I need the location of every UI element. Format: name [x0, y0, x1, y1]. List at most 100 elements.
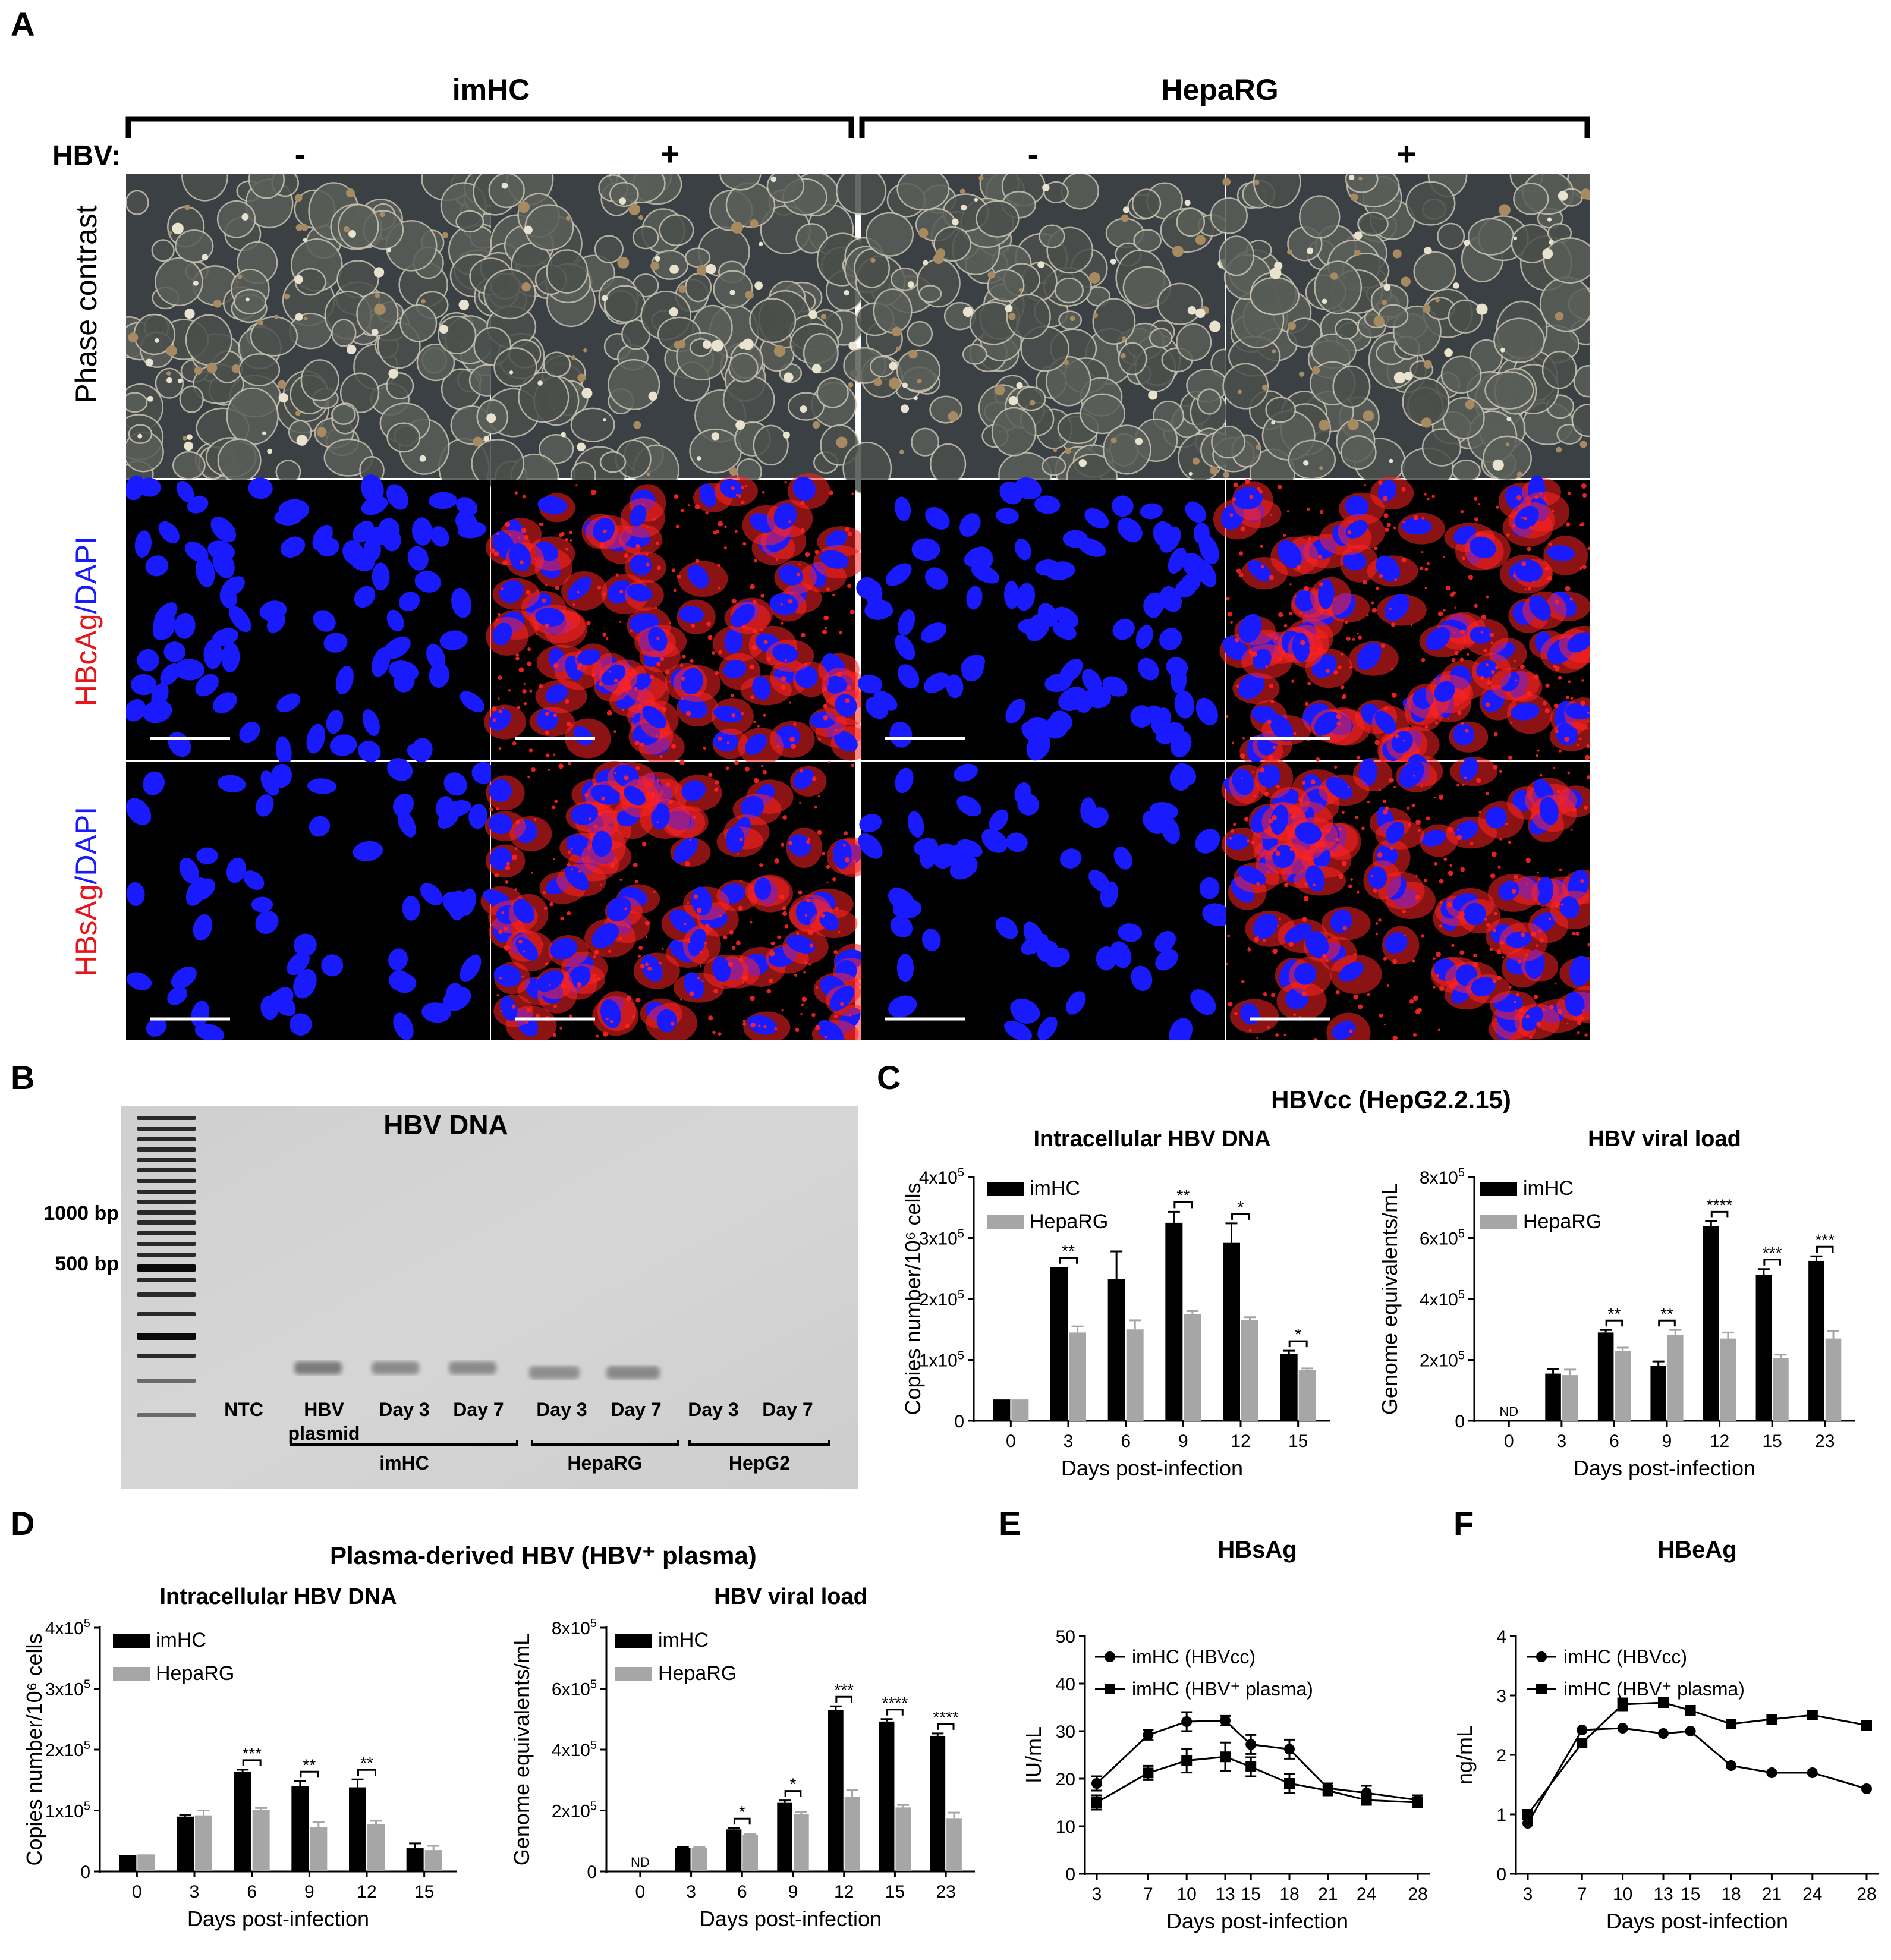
y-axis-label: Genome equivalents/mL	[509, 1634, 534, 1865]
bar-heparg-15	[424, 1850, 442, 1871]
x-tick-label: 15	[1681, 1885, 1700, 1904]
bar-imhc-12	[1223, 1242, 1240, 1421]
lane-label-1: NTC	[224, 1399, 263, 1420]
bar-heparg-6	[252, 1810, 270, 1871]
dna-band-lane-4	[449, 1361, 496, 1374]
micrograph-tile-r2-c3	[856, 477, 1225, 761]
legend-swatch-heparg	[987, 1215, 1024, 1229]
micrograph-tile-r2-c2	[483, 473, 877, 766]
legend-label: imHC	[1523, 1177, 1574, 1200]
bracket-imhc	[125, 116, 854, 138]
bar-imhc-9	[1650, 1366, 1666, 1421]
condition-2: +	[660, 135, 680, 172]
condition-3: -	[1028, 135, 1039, 172]
significance-bracket	[1059, 1257, 1078, 1264]
ladder-band	[137, 1179, 196, 1183]
dna-band-lane-6	[606, 1366, 660, 1379]
x-tick-label: 3	[190, 1882, 200, 1902]
x-tick-label: 28	[1408, 1885, 1427, 1904]
lane-group-bracket	[290, 1440, 518, 1446]
bar-imhc-9	[291, 1786, 309, 1871]
y-tick-label: 4x105	[552, 1739, 597, 1760]
ladder-band	[137, 1242, 196, 1246]
lane-group-bracket	[688, 1440, 830, 1446]
data-point-circle	[1220, 1715, 1231, 1726]
bar-imhc-3	[675, 1848, 691, 1871]
significance-label: **	[1608, 1304, 1621, 1323]
y-tick-label: 50	[1056, 1627, 1075, 1647]
x-axis-label: Days post-infection	[1061, 1456, 1243, 1480]
chart-hbeag: HBeAg 0 1 2 3 4 3 7 10 13 15 18 21 24 28 ng/mL Days post…	[1452, 1537, 1879, 1933]
condition-4: +	[1397, 135, 1417, 172]
dna-band-lane-2	[294, 1361, 342, 1374]
panel-label-c: C	[877, 1059, 901, 1096]
significance-bracket	[835, 1695, 853, 1703]
y-tick-label: 0	[1455, 1412, 1465, 1432]
panel-label-b: B	[11, 1059, 35, 1096]
micrograph-tile-r3-c3	[858, 762, 1232, 1047]
y-tick-label: 3x105	[919, 1228, 964, 1249]
bar-imhc-6	[1107, 1279, 1125, 1421]
y-axis-label: ng/mL	[1452, 1725, 1477, 1785]
data-point-circle	[1726, 1760, 1736, 1771]
data-point-circle	[1522, 1818, 1533, 1829]
x-tick-label: 9	[788, 1882, 798, 1902]
y-tick-label: 8x105	[552, 1617, 597, 1638]
x-tick-label: 9	[1662, 1432, 1672, 1451]
ladder-band	[137, 1147, 196, 1152]
x-tick-label: 24	[1802, 1885, 1822, 1904]
ladder-band	[137, 1137, 196, 1141]
x-tick-label: 12	[1231, 1432, 1250, 1451]
x-tick-label: 15	[1288, 1432, 1308, 1451]
legend-label: HepaRG	[1523, 1210, 1601, 1233]
y-tick-label: 0	[587, 1863, 597, 1882]
bar-heparg-9	[794, 1814, 809, 1871]
panel-a-headers: imHC HepaRG HBV: - + - + Phase contrast …	[52, 73, 1590, 977]
x-tick-label: 6	[1121, 1432, 1131, 1451]
data-point-circle	[1143, 1729, 1154, 1741]
data-point-square	[1658, 1697, 1669, 1708]
x-tick-label: 13	[1215, 1885, 1235, 1904]
micrograph-tile-r1-c2	[469, 151, 869, 500]
y-tick-label: 8x105	[1420, 1166, 1465, 1188]
legend-label: imHC	[1030, 1177, 1080, 1200]
significance-bracket	[1231, 1213, 1250, 1220]
nd-label: ND	[631, 1855, 650, 1870]
significance-label: ***	[1815, 1231, 1835, 1249]
significance-label: ***	[242, 1744, 262, 1763]
significance-label: *	[1238, 1198, 1244, 1216]
marker-1000bp: 1000 bp	[43, 1202, 119, 1225]
data-point-circle	[1181, 1716, 1193, 1727]
x-axis-label: Days post-infection	[1166, 1909, 1348, 1933]
legend-swatch-heparg	[615, 1667, 652, 1681]
data-point-circle	[1658, 1728, 1669, 1739]
micrograph-tile-r1-c1	[108, 150, 514, 497]
x-tick-label: 21	[1762, 1885, 1782, 1904]
row-label-hbsag: HBsAg/DAPI	[70, 807, 103, 977]
micrograph-tile-r2-c4	[1213, 475, 1610, 771]
significance-label: *	[790, 1775, 797, 1794]
significance-label: **	[1176, 1186, 1190, 1204]
data-point-square	[1143, 1767, 1154, 1779]
bar-imhc-15	[406, 1848, 424, 1871]
bar-imhc-9	[1165, 1222, 1183, 1421]
x-tick-label: 9	[304, 1882, 314, 1902]
legend-label: imHC	[156, 1629, 206, 1651]
lane-label-2: plasmid	[288, 1423, 360, 1444]
x-tick-label: 23	[936, 1882, 955, 1902]
hbv-condition-label: HBV:	[52, 140, 121, 172]
data-point-square	[1577, 1738, 1588, 1748]
significance-bracket	[1763, 1259, 1781, 1266]
ladder-band	[137, 1292, 196, 1297]
bar-heparg-3	[195, 1815, 212, 1871]
x-tick-label: 6	[737, 1882, 747, 1902]
bar-heparg-15	[1773, 1358, 1789, 1421]
ladder-band	[137, 1190, 196, 1194]
significance-bracket	[357, 1769, 376, 1776]
y-tick-label: 6x105	[1420, 1228, 1465, 1249]
y-tick-label: 20	[1056, 1770, 1075, 1789]
legend-swatch-heparg	[113, 1667, 150, 1681]
x-tick-label: 10	[1613, 1885, 1632, 1904]
bar-heparg-3	[1069, 1332, 1086, 1421]
significance-bracket	[937, 1723, 955, 1730]
